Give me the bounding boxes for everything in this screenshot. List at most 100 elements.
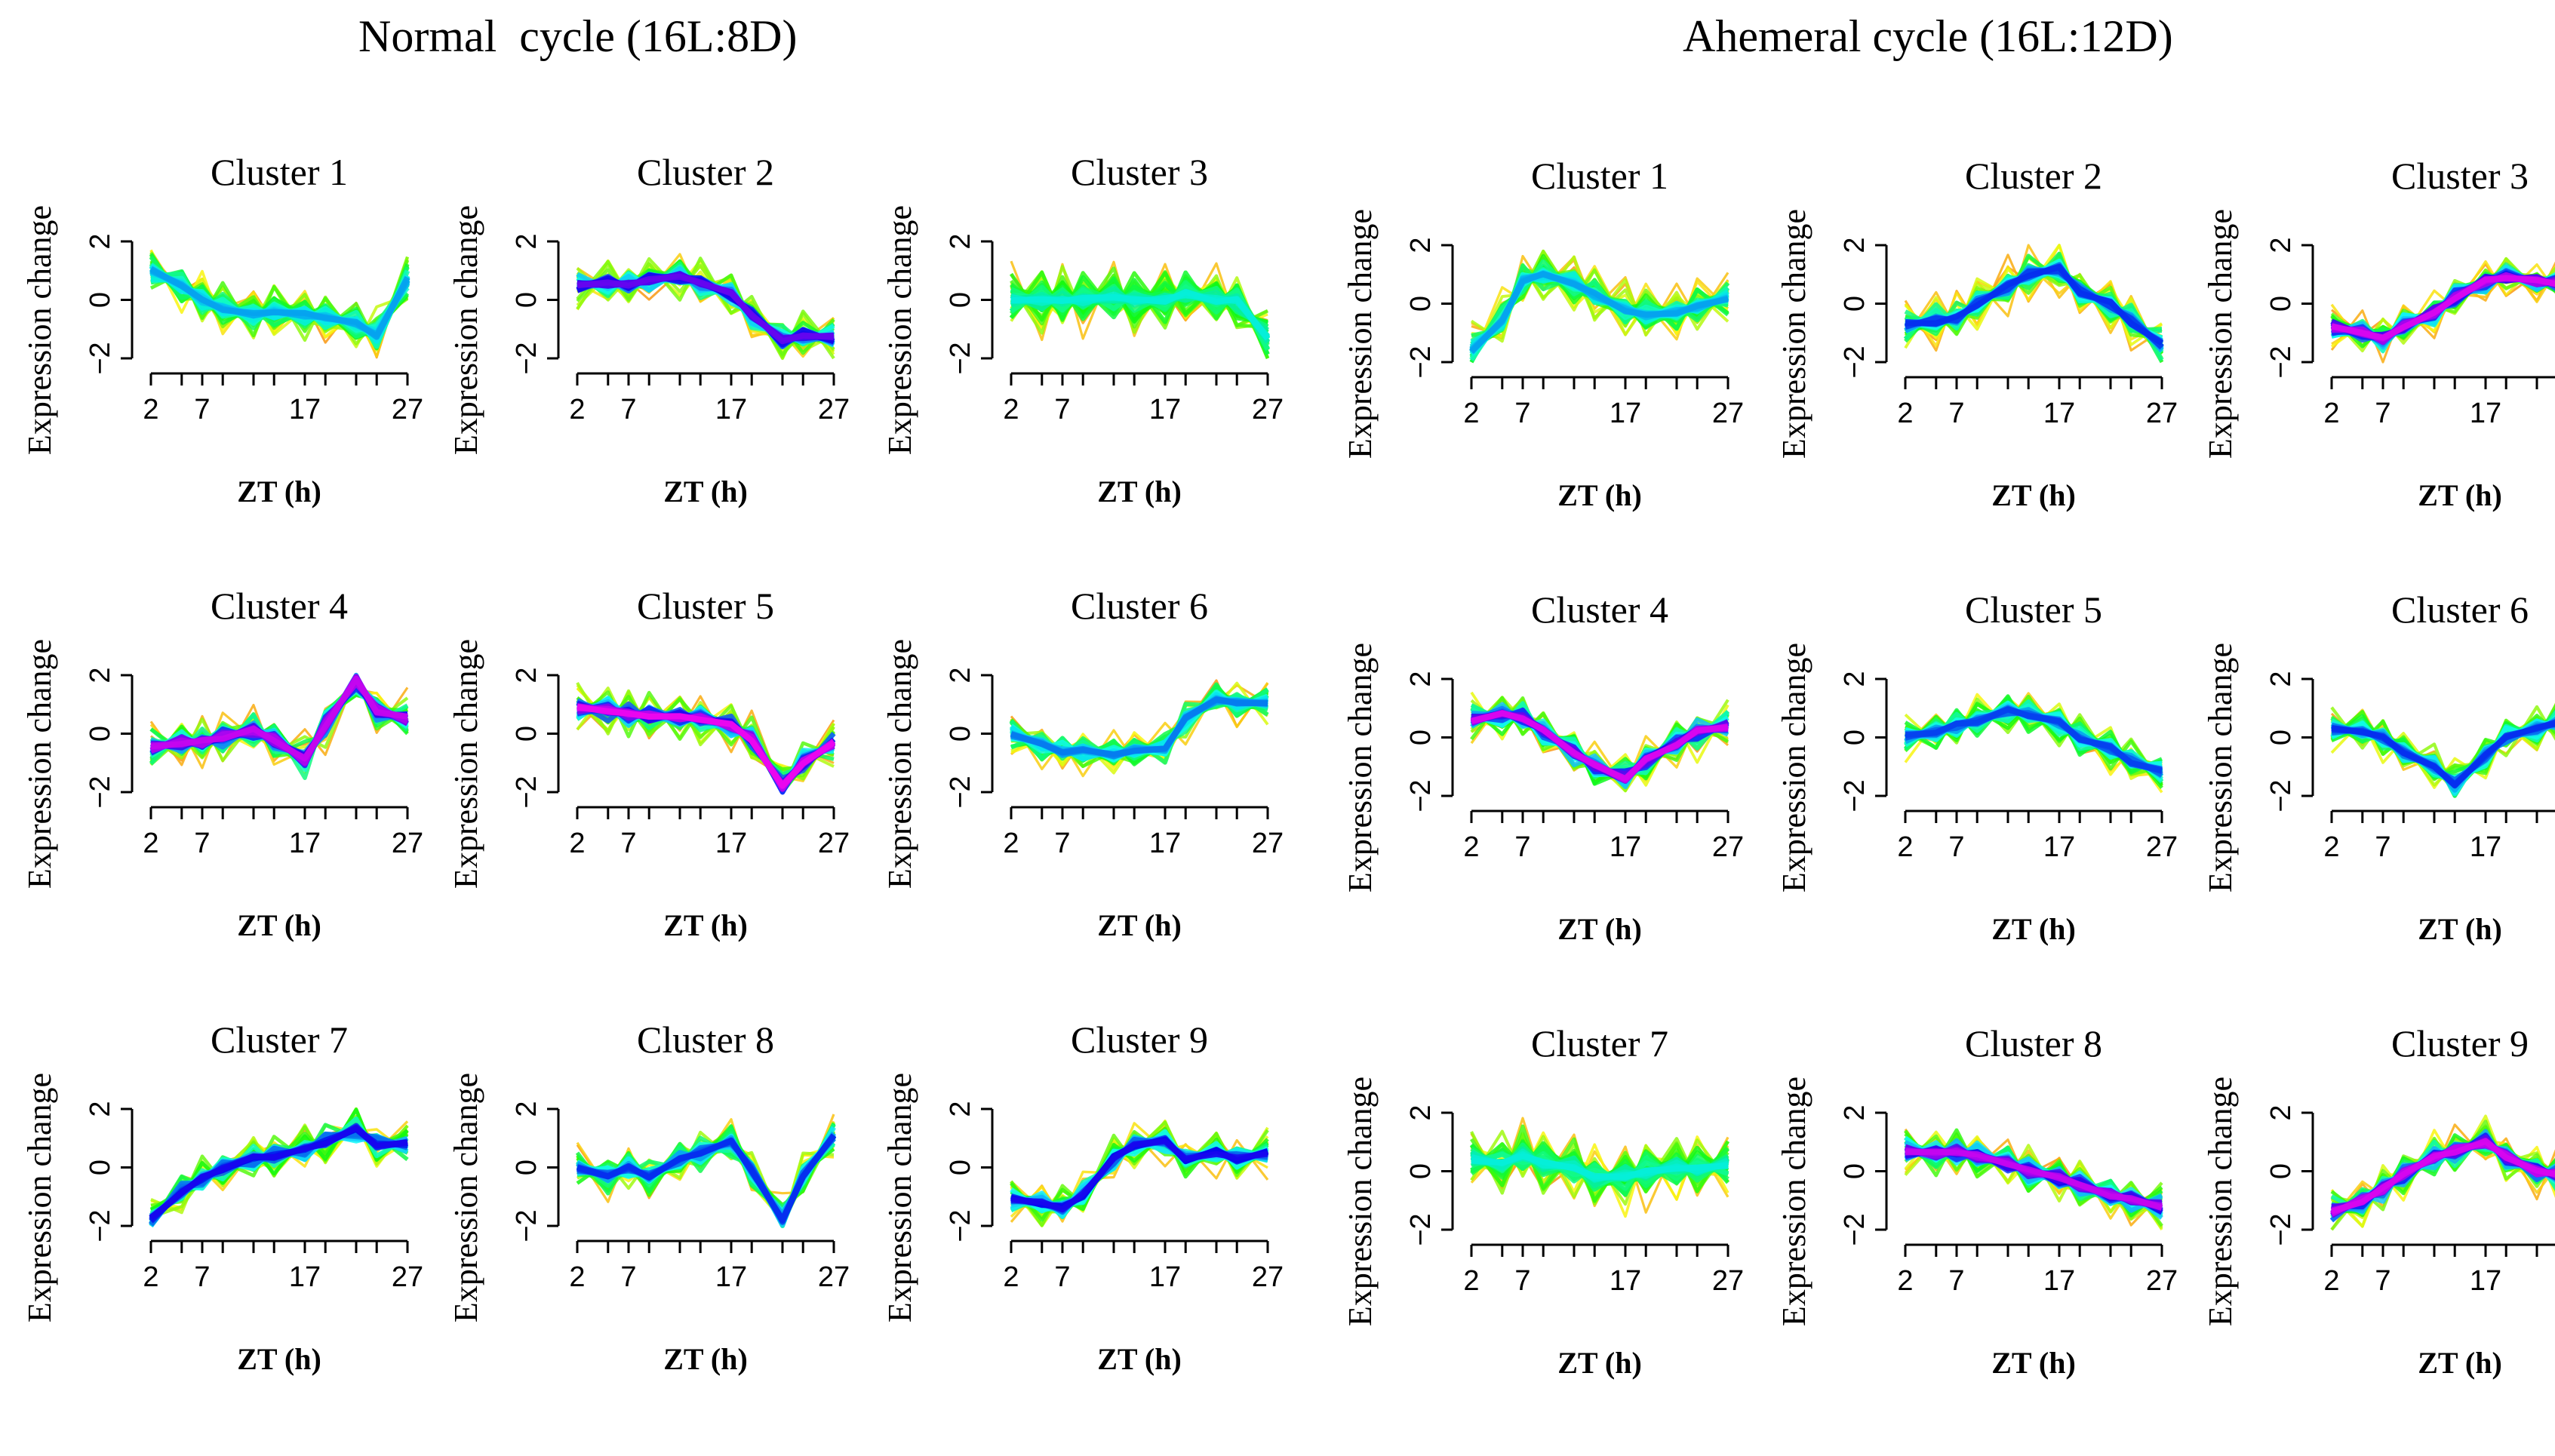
profile-line <box>150 675 408 762</box>
x-tick-label: 7 <box>620 394 636 425</box>
profile-lines <box>1904 692 2164 794</box>
x-tick-label: 2 <box>143 828 158 859</box>
y-axis-label: Expression change <box>1776 209 1812 459</box>
y-tick-label: 2 <box>2265 1104 2297 1120</box>
x-tick-label: 17 <box>2470 1265 2501 1297</box>
y-tick-label: 2 <box>1405 671 1437 687</box>
x-axis-label: ZT (h) <box>237 1342 321 1376</box>
x-tick-label: 7 <box>620 1261 636 1293</box>
y-axis-label: Expression change <box>2202 1077 2239 1326</box>
y-tick-label: 2 <box>2265 237 2297 253</box>
y-tick-label: 2 <box>511 667 543 683</box>
y-tick-label: 0 <box>511 726 543 742</box>
y-axis-label: Expression change <box>881 205 918 455</box>
y-tick-label: 2 <box>85 1101 116 1117</box>
x-tick-label: 2 <box>143 1261 158 1293</box>
y-tick-label: 0 <box>945 726 976 742</box>
y-tick-label: 2 <box>1839 1104 1871 1120</box>
profile-lines <box>575 1114 837 1229</box>
x-tick-label: 17 <box>2470 398 2501 429</box>
x-tick-label: 2 <box>1463 831 1479 863</box>
cluster-panel: Cluster 9 Expression change ZT (h) 2 0 −2 2 7 17… <box>2202 1022 2555 1380</box>
x-axis-label: ZT (h) <box>1991 1346 2076 1380</box>
y-tick-label: −2 <box>1405 779 1437 812</box>
profile-lines <box>1469 1117 1730 1218</box>
profile-line <box>1010 289 1271 340</box>
profile-lines <box>1903 244 2164 364</box>
y-axis-label: Expression change <box>21 639 58 889</box>
y-tick-label: 0 <box>2265 296 2297 312</box>
x-axis-label: ZT (h) <box>2418 478 2502 512</box>
y-tick-label: 0 <box>945 1160 976 1175</box>
cluster-title: Cluster 5 <box>1965 588 2102 631</box>
x-axis-label: ZT (h) <box>1991 478 2076 512</box>
x-tick-label: 17 <box>1149 828 1181 859</box>
x-tick-label: 17 <box>1149 1261 1181 1293</box>
profile-line <box>576 273 835 345</box>
y-tick-label: 2 <box>945 233 976 249</box>
x-axis-label: ZT (h) <box>1097 1342 1182 1376</box>
y-axis-label: Expression change <box>1776 643 1812 892</box>
x-tick-label: 7 <box>194 828 210 859</box>
y-tick-label: −2 <box>1839 346 1871 378</box>
y-axis-label: Expression change <box>1776 1077 1812 1326</box>
y-tick-label: 0 <box>1405 730 1437 745</box>
x-tick-label: 2 <box>1463 1265 1479 1297</box>
x-tick-label: 27 <box>818 394 850 425</box>
y-tick-label: −2 <box>945 1209 976 1242</box>
cluster-title: Cluster 8 <box>1965 1022 2102 1064</box>
x-tick-label: 2 <box>569 1261 585 1293</box>
y-tick-label: −2 <box>2265 346 2297 378</box>
x-tick-label: 27 <box>818 828 850 859</box>
cluster-title: Cluster 4 <box>211 585 348 627</box>
x-tick-label: 7 <box>1514 1265 1530 1297</box>
profile-lines <box>1470 691 1730 793</box>
x-tick-label: 17 <box>715 828 747 859</box>
y-tick-label: −2 <box>85 1209 116 1242</box>
profile-line <box>2331 720 2555 789</box>
y-tick-label: −2 <box>945 342 976 374</box>
x-tick-label: 27 <box>1712 1265 1744 1297</box>
y-tick-label: 0 <box>1839 730 1871 745</box>
profile-line <box>1905 264 2164 346</box>
x-tick-label: 27 <box>818 1261 850 1293</box>
y-tick-label: 0 <box>945 292 976 308</box>
ahemeral-cycle-title: Ahemeral cycle (16L:12D) <box>1683 11 2173 61</box>
x-tick-label: 2 <box>1897 1265 1913 1297</box>
y-axis-label: Expression change <box>2202 643 2239 892</box>
x-tick-label: 2 <box>1897 398 1913 429</box>
profile-line <box>149 260 410 347</box>
x-tick-label: 27 <box>1712 398 1744 429</box>
x-tick-label: 17 <box>1149 394 1181 425</box>
x-tick-label: 17 <box>1610 398 1641 429</box>
x-tick-label: 2 <box>569 394 585 425</box>
x-tick-label: 7 <box>1054 394 1070 425</box>
x-axis-label: ZT (h) <box>1557 1346 1642 1380</box>
y-tick-label: 2 <box>1839 237 1871 253</box>
y-tick-label: 0 <box>1839 1163 1871 1179</box>
y-tick-label: 0 <box>511 1160 543 1175</box>
profile-lines <box>1009 260 1271 359</box>
x-tick-label: 2 <box>569 828 585 859</box>
profile-lines <box>2329 1114 2555 1231</box>
x-tick-label: 17 <box>2043 398 2075 429</box>
y-axis-label: Expression change <box>1342 209 1379 459</box>
y-tick-label: 0 <box>1405 296 1437 312</box>
x-tick-label: 27 <box>392 394 423 425</box>
x-tick-label: 27 <box>2146 831 2178 863</box>
cluster-title: Cluster 8 <box>637 1018 774 1061</box>
x-tick-label: 7 <box>2375 1265 2391 1297</box>
cluster-title: Cluster 4 <box>1531 588 1668 631</box>
y-axis-label: Expression change <box>447 205 484 455</box>
cluster-title: Cluster 2 <box>637 151 774 193</box>
profile-line <box>576 1133 837 1223</box>
x-tick-label: 17 <box>715 394 747 425</box>
y-axis-label: Expression change <box>881 639 918 889</box>
x-tick-label: 7 <box>620 828 636 859</box>
cluster-title: Cluster 6 <box>2391 588 2529 631</box>
